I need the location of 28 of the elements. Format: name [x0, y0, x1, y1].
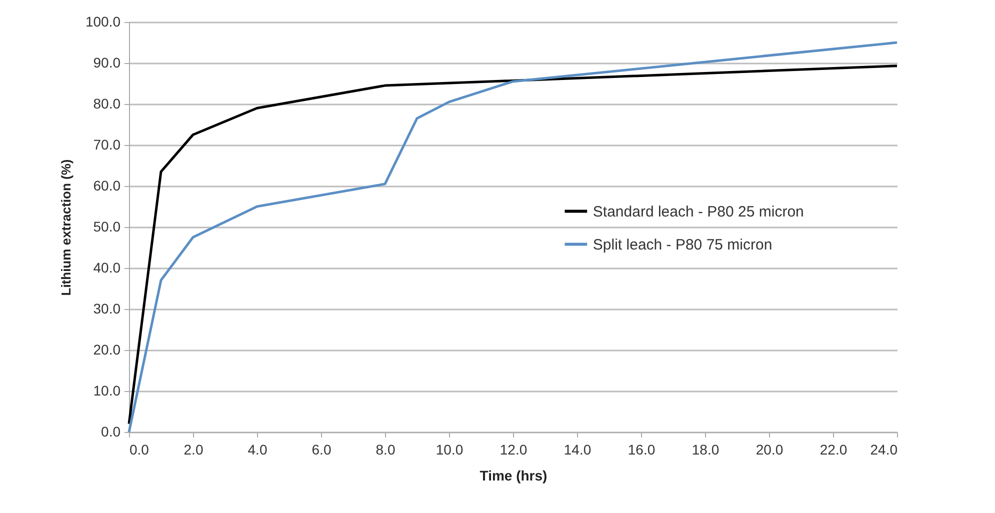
x-tick-label: 4.0 [248, 442, 268, 458]
y-tick-label: 40.0 [93, 260, 121, 276]
legend-label: Split leach - P80 75 micron [592, 236, 772, 254]
x-axis-title: Time (hrs) [480, 468, 548, 484]
y-tick-label: 90.0 [93, 54, 121, 70]
y-axis-title: Lithium extraction (%) [58, 159, 74, 296]
y-tick-label: 20.0 [93, 342, 121, 358]
x-tick-label: 24.0 [870, 442, 898, 458]
y-tick-label: 80.0 [93, 96, 121, 112]
x-tick-label: 0.0 [130, 442, 150, 458]
y-tick-label: 60.0 [93, 178, 121, 194]
y-tick-label: 50.0 [93, 218, 121, 234]
x-tick-label: 16.0 [628, 442, 656, 458]
x-tick-label: 10.0 [436, 442, 464, 458]
x-tick-label: 6.0 [312, 442, 332, 458]
x-tick-label: 8.0 [376, 442, 396, 458]
x-tick-label: 20.0 [756, 442, 784, 458]
y-tick-label: 0.0 [101, 424, 121, 440]
x-tick-label: 22.0 [820, 442, 848, 458]
x-tick-label: 12.0 [500, 442, 528, 458]
y-tick-label: 70.0 [93, 136, 121, 152]
y-tick-label: 10.0 [93, 382, 121, 398]
x-tick-label: 14.0 [564, 442, 592, 458]
y-tick-label: 100.0 [85, 14, 121, 30]
y-tick-label: 30.0 [93, 300, 121, 316]
legend-label: Standard leach - P80 25 micron [592, 203, 804, 220]
x-tick-label: 18.0 [692, 442, 720, 458]
x-tick-label: 2.0 [184, 442, 204, 458]
